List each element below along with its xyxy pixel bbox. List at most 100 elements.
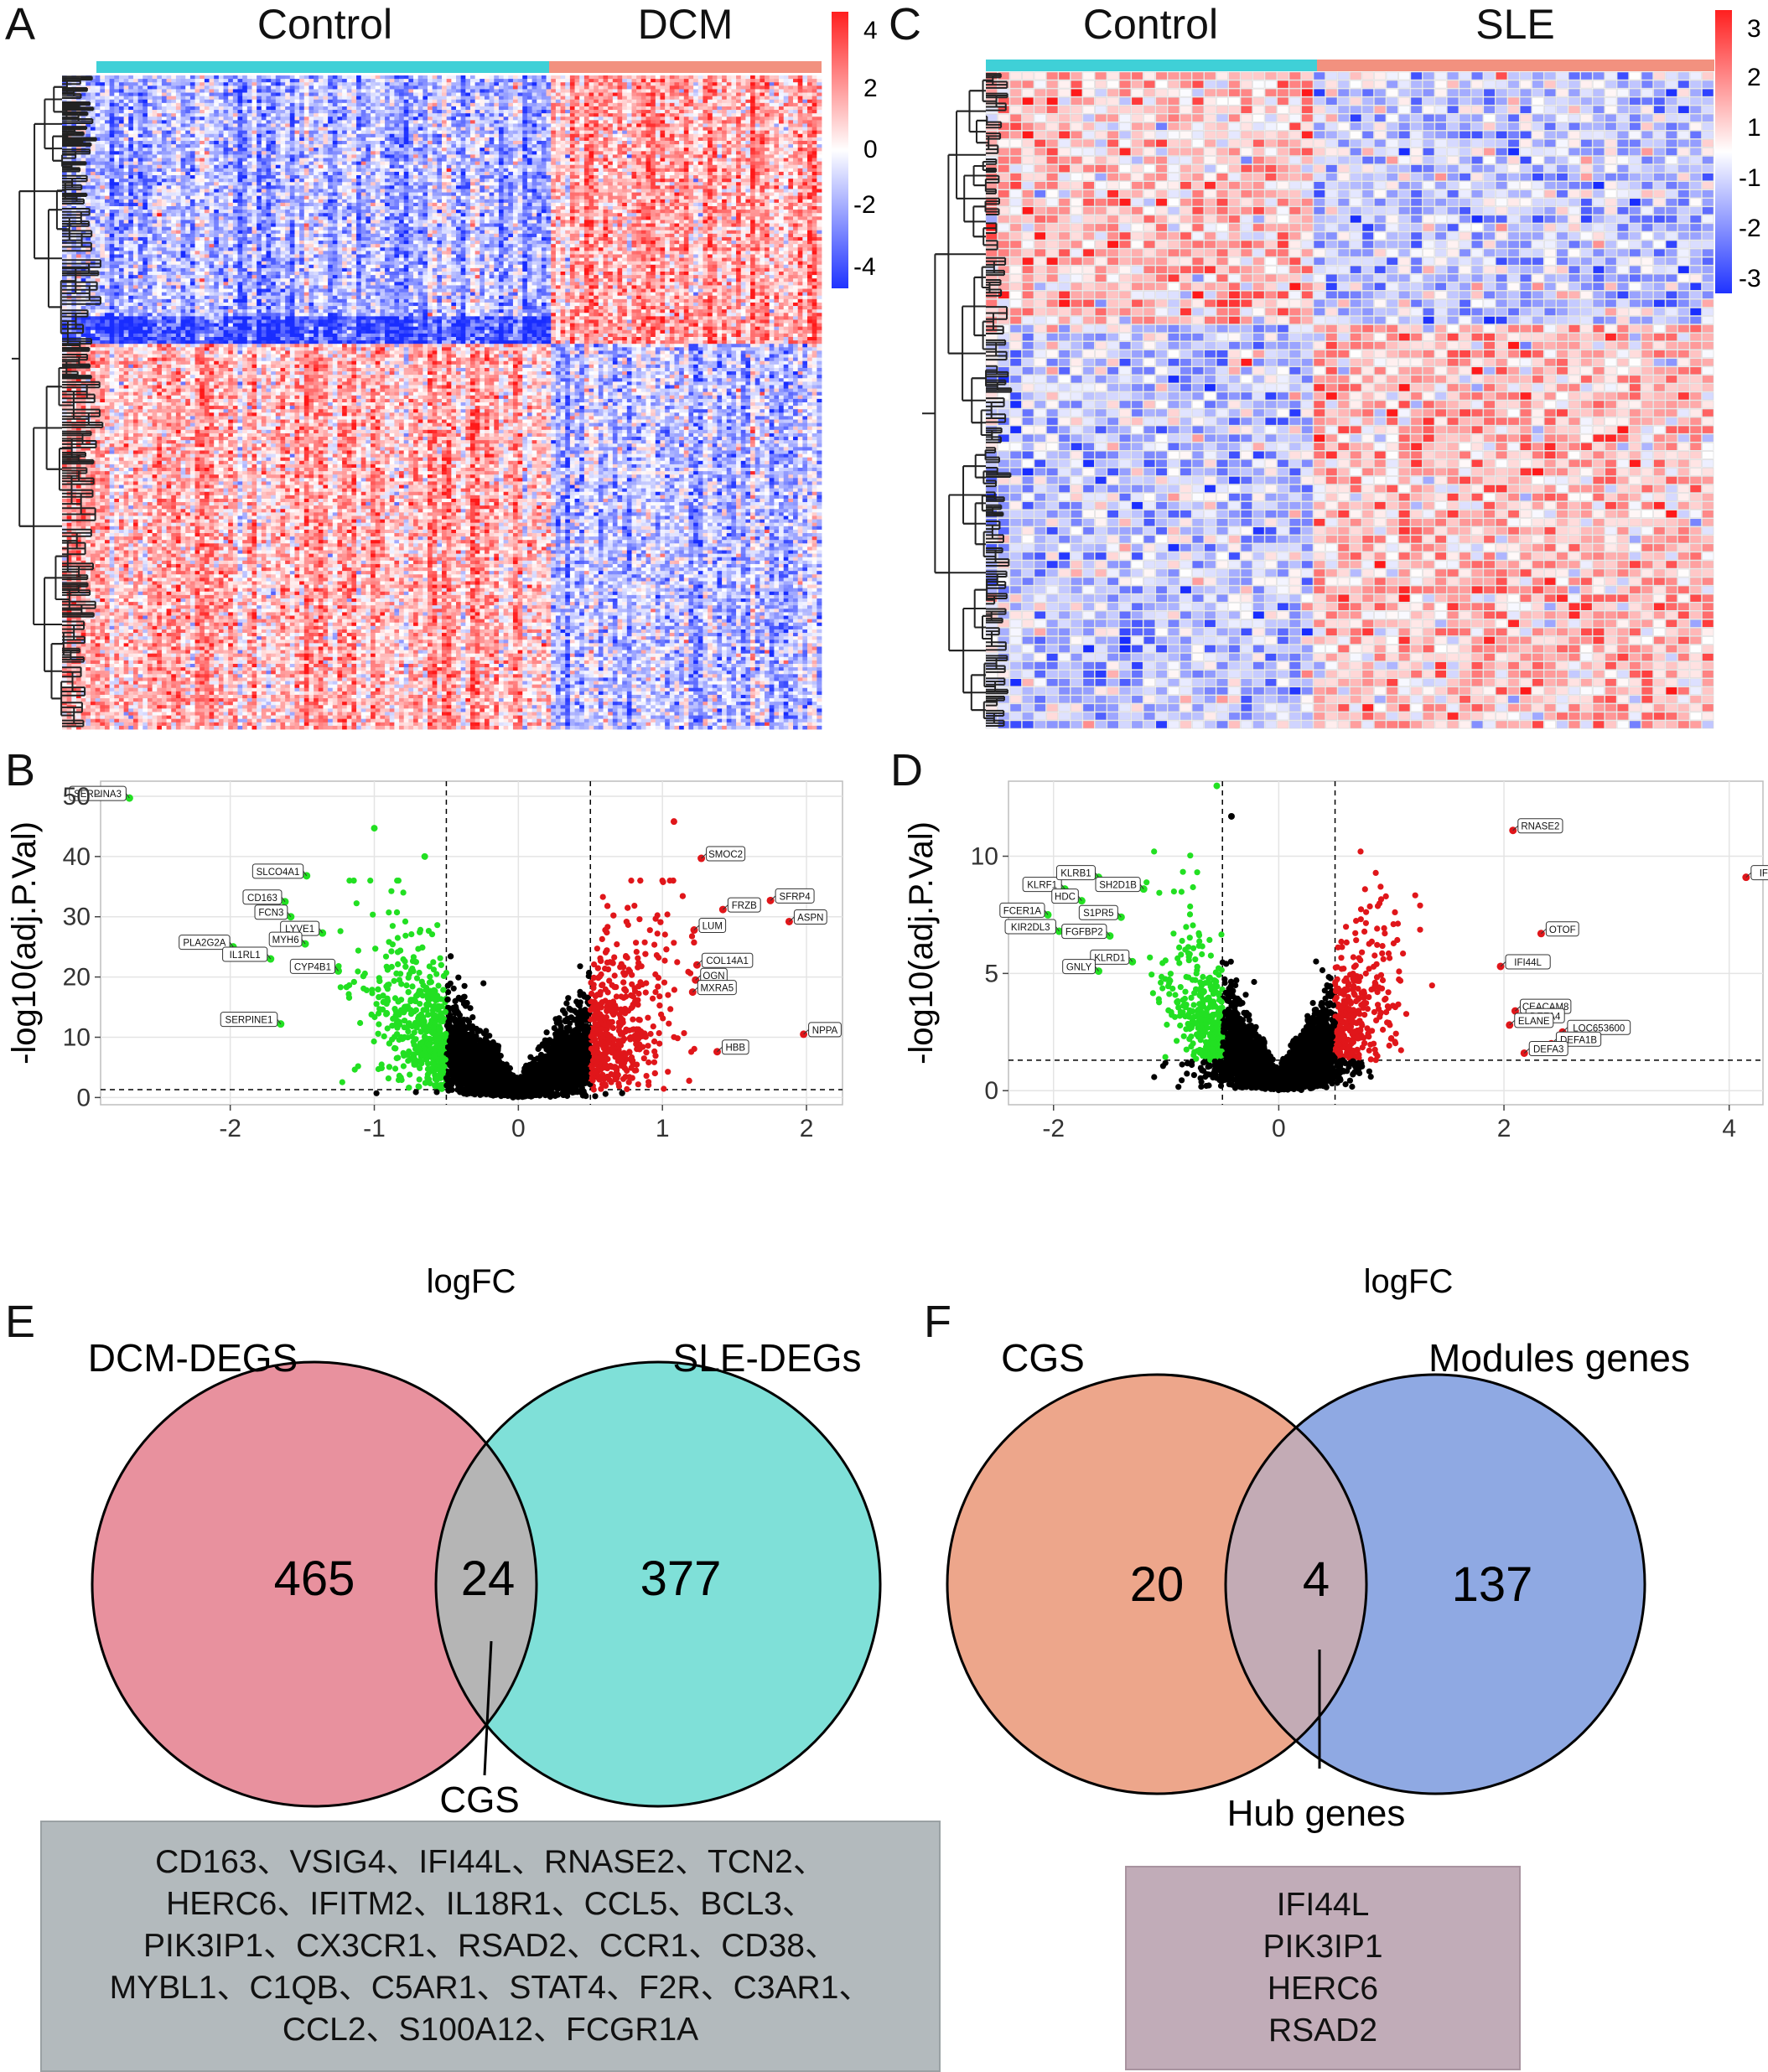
heatmap-c: 3 2 1 -1 -2 -3 [922, 10, 1761, 729]
point-label: ELANE [1518, 1017, 1550, 1027]
x-tick-label: 4 [1722, 1115, 1736, 1142]
volcano-plot-d: RNASE2IFI27OTOFIFI44LCEACAM8DEFA4ELANELO… [903, 780, 1768, 1300]
scatter-point [421, 852, 428, 860]
panel-label-d: D [890, 748, 923, 793]
heatmap-a-dcm-bar [549, 61, 822, 73]
heatmap-c-legend-tick: 1 [1747, 114, 1761, 142]
heatmap-a-control-bar [96, 61, 549, 73]
scatter-point [1227, 812, 1235, 820]
venn-f-left-count: 20 [1130, 1557, 1185, 1612]
labeled-point [301, 940, 309, 948]
venn-e-right-count: 377 [640, 1551, 722, 1606]
venn-e-right-label: SLE-DEGs [673, 1336, 862, 1380]
heatmap-c-legend-tick: -2 [1739, 215, 1761, 242]
x-tick-label: 0 [511, 1115, 526, 1142]
x-tick-label: 0 [1272, 1115, 1286, 1142]
venn-f-overlap [1226, 1375, 1366, 1794]
y-tick-label: 30 [63, 904, 91, 931]
point-label: ASPN [797, 913, 823, 923]
cgs-gene-line: MYBL1、C1QB、C5AR1、STAT4、F2R、C3AR1、 [110, 1967, 872, 2009]
point-label: FCER1A [1003, 906, 1042, 916]
heatmap-c-group-sle: SLE [1316, 3, 1714, 45]
heatmap-a-dendrogram [12, 75, 104, 728]
point-label: HBB [725, 1044, 745, 1054]
y-tick-label: 10 [63, 1023, 91, 1051]
x-tick-label: -2 [219, 1115, 241, 1142]
heatmap-c-dendrogram [922, 73, 1013, 727]
point-label: MYH6 [272, 935, 299, 945]
point-label: KLRB1 [1060, 869, 1091, 879]
point-label: SERPINE1 [226, 1016, 273, 1026]
point-label: RNASE2 [1521, 822, 1559, 832]
points-d [1143, 782, 1435, 1094]
heatmap-a-legend-tick: -4 [853, 253, 876, 281]
point-label: IFI44L [1514, 958, 1542, 968]
scatter-point [371, 825, 378, 832]
hub-gene-list-box: IFI44L PIK3IP1 HERC6 RSAD2 [1125, 1866, 1521, 2070]
point-label: DEFA3 [1533, 1044, 1563, 1054]
point-label: SLCO4A1 [257, 868, 300, 878]
point-label: HDC [1055, 893, 1076, 903]
hub-gene-line: IFI44L [1277, 1884, 1370, 1926]
y-tick-label: 0 [76, 1084, 91, 1111]
point-label: SH2D1B [1099, 881, 1137, 891]
labeled-point [267, 955, 275, 963]
labeled-point [125, 794, 133, 802]
heatmap-c-legend-tick: -1 [1739, 164, 1761, 192]
point-label: FGFBP2 [1065, 928, 1103, 938]
venn-f-right-count: 137 [1452, 1557, 1533, 1612]
y-tick-label: 50 [63, 783, 91, 811]
venn-e-pointer-label: CGS [439, 1779, 519, 1819]
point-label: CYP4B1 [294, 962, 331, 972]
y-axis-label-d: -log10(adj.P.Val) [903, 821, 940, 1064]
heatmap-c-legend-tick: -3 [1739, 265, 1761, 293]
point-label: GNLY [1066, 963, 1092, 973]
heatmap-c-legend-tick: 2 [1747, 64, 1761, 91]
venn-e-left-count: 465 [274, 1551, 355, 1606]
cgs-gene-line: HERC6、IFITM2、IL18R1、CCL5、BCL3、 [166, 1883, 815, 1925]
heatmap-a-legend-tick: 2 [863, 75, 878, 102]
hub-gene-line: RSAD2 [1268, 2010, 1377, 2052]
point-label: KLRD1 [1094, 953, 1125, 963]
cgs-gene-line: PIK3IP1、CX3CR1、RSAD2、CCR1、CD38、 [143, 1925, 837, 1967]
cgs-gene-list-box: CD163、VSIG4、IFI44L、RNASE2、TCN2、 HERC6、IF… [40, 1821, 941, 2072]
labeled-point [303, 872, 311, 880]
heatmap-c-color-legend [1715, 10, 1732, 293]
point-label: MXRA5 [700, 984, 734, 994]
labeled-point [1117, 913, 1125, 921]
y-tick-label: 40 [63, 843, 91, 871]
point-label: IL1RL1 [230, 951, 261, 961]
x-tick-label: 2 [1497, 1115, 1511, 1142]
point-label: NPPA [812, 1026, 838, 1036]
heatmap-a-group-control: Control [96, 3, 553, 45]
point-label: OGN [703, 971, 724, 982]
points-b [335, 818, 697, 1101]
hub-gene-line: HERC6 [1268, 1968, 1378, 2010]
point-label: FRZB [732, 901, 757, 911]
y-tick-label: 20 [63, 964, 91, 992]
panel-label-e: E [5, 1299, 35, 1344]
point-label: S1PR5 [1083, 909, 1113, 919]
point-label: IFI27 [1760, 869, 1768, 879]
heatmap-a-legend-tick: -2 [853, 191, 876, 219]
y-tick-label: 0 [984, 1077, 998, 1105]
point-label: KIR2DL3 [1011, 923, 1050, 933]
point-label: SERPINA3 [74, 790, 122, 800]
y-tick-label: 5 [984, 960, 998, 987]
venn-e-left-circle [92, 1362, 537, 1806]
panel-label-c: C [889, 2, 921, 47]
point-label: PLA2G2A [183, 939, 226, 949]
heatmap-c-legend-tick: 3 [1747, 15, 1761, 43]
heatmap-a-legend-tick: 0 [863, 136, 878, 163]
heatmap-c-group-control: Control [985, 3, 1316, 45]
venn-e-left-label: DCM-DEGS [88, 1336, 298, 1380]
venn-e-pointer [483, 1640, 493, 1776]
venn-e-right-circle [436, 1362, 880, 1806]
venn-f-pointer-label: Hub genes [1227, 1793, 1406, 1834]
point-label: FCN3 [258, 909, 283, 919]
labeled-point [1128, 957, 1137, 966]
heatmap-c-sle-bar [1317, 60, 1714, 71]
point-label: SMOC2 [708, 850, 743, 860]
